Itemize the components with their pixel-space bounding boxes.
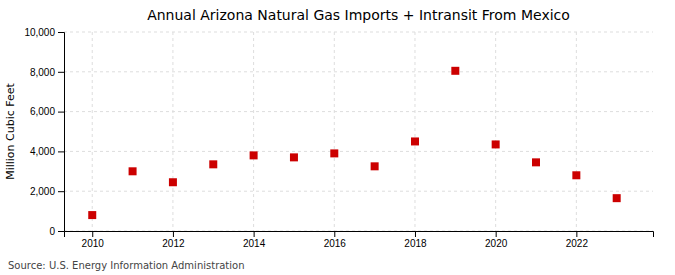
y-axis-tick-label: 10,000	[24, 27, 55, 38]
y-axis-tick: 0	[49, 226, 64, 237]
title: Annual Arizona Natural Gas Imports + Int…	[147, 7, 570, 23]
y-grid-line	[64, 111, 653, 112]
point	[88, 211, 96, 219]
x-grid-line	[92, 32, 93, 231]
point	[532, 158, 540, 166]
point	[613, 194, 621, 202]
y-axis-tick-label: 2,000	[30, 186, 55, 197]
y-axis: 0 2,000 4,000 6,000 8,000 10,000	[24, 27, 64, 237]
points	[88, 67, 620, 219]
point	[209, 160, 217, 168]
x-axis-tick-mark	[92, 231, 93, 237]
plot: 2010 2012 2014 2016 2018 2020 2022 0 2,000 4,000 6…	[24, 27, 653, 249]
x-axis-tick-label: 2022	[566, 238, 589, 249]
x-axis-tick: 2022	[566, 231, 589, 249]
y-axis-tick: 8,000	[30, 67, 64, 78]
x-axis-tick-label: 2018	[404, 238, 427, 249]
y-axis-tick: 4,000	[30, 146, 64, 157]
y-axis-tick-label: 8,000	[30, 67, 55, 78]
x-axis-tick: 2010	[82, 231, 105, 249]
x-axis-tick: 2014	[243, 231, 266, 249]
y-grid-line	[64, 191, 653, 192]
annotation: Source: U.S. Energy Information Administ…	[8, 260, 245, 271]
x-axis-tick: 2016	[324, 231, 347, 249]
x-axis-tick: 2020	[485, 231, 508, 249]
x-grid-line	[253, 32, 254, 231]
x-axis-tick-mark	[576, 231, 577, 237]
y-grid-line	[64, 32, 653, 33]
y-axis-tick: 6,000	[30, 106, 64, 117]
y-axis-tick: 10,000	[24, 27, 64, 38]
y-axis-line	[58, 33, 65, 232]
point	[451, 67, 459, 75]
y-axis-tick-mark	[58, 231, 64, 232]
x-axis-tick-mark	[173, 231, 174, 237]
y-axis-tick-label: 0	[49, 226, 55, 237]
x-axis-tick-mark	[496, 231, 497, 237]
x-grid-line	[334, 32, 335, 231]
y-grid-line	[64, 151, 653, 152]
point	[411, 137, 419, 145]
point	[290, 153, 298, 161]
y-axis-tick-label: 6,000	[30, 106, 55, 117]
y-axis-tick-mark	[58, 32, 64, 33]
point	[492, 140, 500, 148]
point	[169, 178, 177, 186]
x-axis-tick-mark	[415, 231, 416, 237]
x-axis-line	[65, 232, 654, 238]
x-axis-tick-mark	[334, 231, 335, 237]
x-axis-tick-mark	[254, 231, 255, 237]
point	[129, 167, 137, 175]
y-axis-tick-mark	[58, 72, 64, 73]
y-grid-line	[64, 71, 653, 72]
chart: 2010 2012 2014 2016 2018 2020 2022 0 2,000 4,000 6…	[0, 0, 675, 275]
x-axis: 2010 2012 2014 2016 2018 2020 2022	[65, 231, 654, 249]
grid	[64, 32, 653, 231]
x-grid-line	[576, 32, 577, 231]
x-axis-tick-label: 2010	[82, 238, 105, 249]
point	[371, 162, 379, 170]
x-grid-line	[172, 32, 173, 231]
point	[330, 149, 338, 157]
y-axis-tick: 2,000	[30, 186, 64, 197]
y-axis-tick-mark	[58, 112, 64, 113]
x-axis-tick-label: 2012	[162, 238, 185, 249]
y-axis-tick-label: 4,000	[30, 146, 55, 157]
x-axis-tick: 2018	[404, 231, 427, 249]
x-axis-tick-label: 2014	[243, 238, 266, 249]
x-grid-line	[414, 32, 415, 231]
point	[572, 171, 580, 179]
y-axis-tick-mark	[58, 191, 64, 192]
y-axis-title: Million Cubic Feet	[4, 82, 17, 179]
x-grid-line	[495, 32, 496, 231]
point	[250, 151, 258, 159]
y-axis-tick-mark	[58, 151, 64, 152]
x-axis-tick-label: 2016	[324, 238, 347, 249]
x-axis-tick: 2012	[162, 231, 185, 249]
x-axis-tick-label: 2020	[485, 238, 508, 249]
